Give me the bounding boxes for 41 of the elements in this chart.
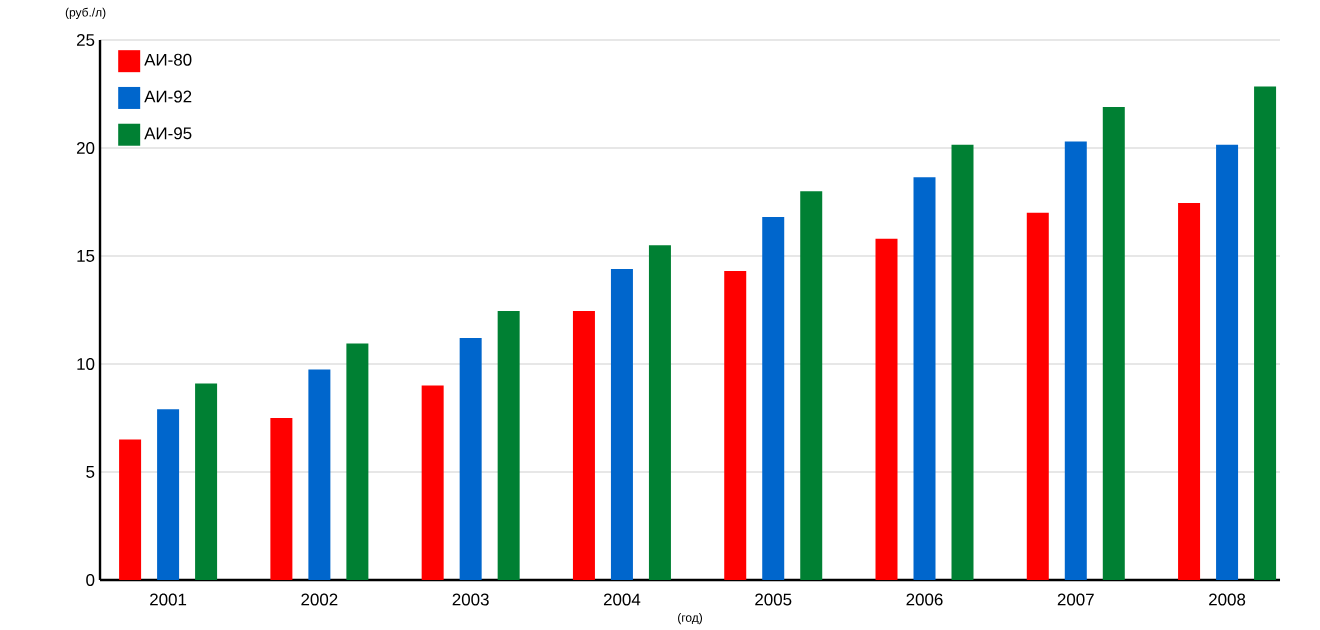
bar xyxy=(157,408,180,580)
bar xyxy=(308,368,331,580)
x-tick-label: 2008 xyxy=(1209,593,1246,606)
y-tick-label: 5 xyxy=(86,465,95,478)
bar xyxy=(724,270,747,580)
bar xyxy=(1178,202,1201,580)
bar xyxy=(1064,141,1087,580)
bar xyxy=(648,244,671,580)
legend-label: АИ-80 xyxy=(144,53,192,66)
bar xyxy=(610,268,633,580)
x-tick-label: 2004 xyxy=(603,593,641,606)
bar xyxy=(800,190,823,580)
bar xyxy=(346,343,369,580)
y-tick-label: 20 xyxy=(76,141,95,154)
x-tick-label: 2001 xyxy=(150,593,187,606)
bar xyxy=(951,144,974,580)
y-tick-label: 15 xyxy=(77,249,95,262)
bar xyxy=(875,238,898,580)
bar xyxy=(270,417,293,580)
bar xyxy=(913,176,936,580)
y-tick-label: 10 xyxy=(77,357,95,370)
legend-label: АИ-92 xyxy=(144,90,192,103)
bar xyxy=(119,439,142,580)
bar xyxy=(421,385,444,580)
y-tick-label: 0 xyxy=(86,573,95,586)
x-tick-label: 2005 xyxy=(755,593,792,606)
bar xyxy=(497,310,520,580)
bar xyxy=(459,337,482,580)
bar xyxy=(1254,86,1277,580)
y-tick-label: 25 xyxy=(76,33,95,46)
legend-label: АИ-95 xyxy=(144,126,192,139)
x-tick-label: 2002 xyxy=(301,593,338,606)
x-tick-label: 2006 xyxy=(906,593,943,606)
bar xyxy=(762,216,785,580)
bar xyxy=(1102,106,1125,580)
bar xyxy=(1026,212,1049,580)
x-tick-label: 2003 xyxy=(452,593,489,606)
bar xyxy=(1216,144,1239,580)
bar xyxy=(572,310,595,580)
bar xyxy=(195,383,218,580)
x-tick-label: 2007 xyxy=(1057,593,1094,606)
